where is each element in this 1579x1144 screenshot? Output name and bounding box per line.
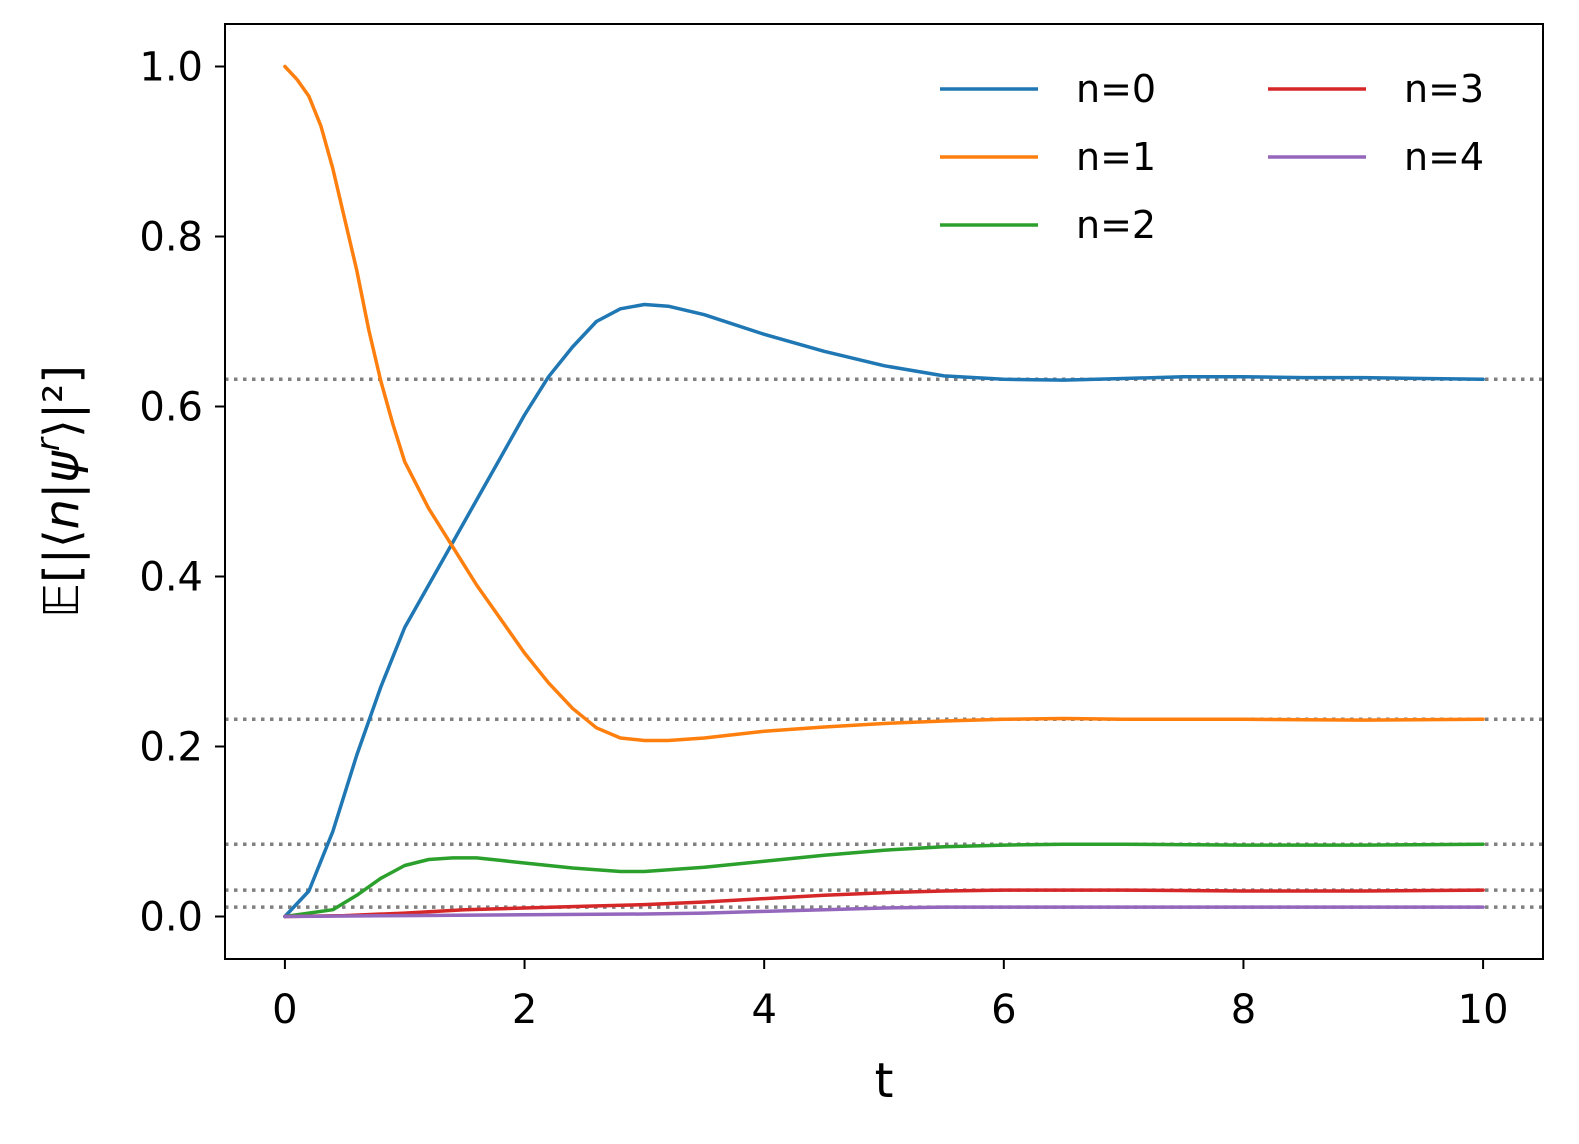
x-tick-label-5: 10 — [1458, 987, 1509, 1033]
legend-label-n=0: n=0 — [1076, 67, 1156, 111]
x-tick-label-1: 2 — [512, 987, 537, 1033]
y-axis-ticks: 0.0 0.2 0.4 0.6 0.8 1.0 — [139, 45, 225, 941]
series-lines — [283, 64, 1485, 919]
y-label-prefix: 𝔼[|⟨ — [34, 529, 90, 618]
x-axis-label: t — [875, 1053, 894, 1109]
y-axis-label: 𝔼[|⟨n|ψr⟩|²] — [29, 365, 90, 618]
legend-label-n=2: n=2 — [1076, 203, 1156, 247]
legend-label-n=4: n=4 — [1404, 135, 1484, 179]
y-tick-label-4: 0.8 — [139, 215, 203, 261]
x-tick-label-2: 4 — [751, 987, 776, 1033]
x-tick-label-0: 0 — [272, 987, 297, 1033]
series-line-n=3 — [283, 888, 1485, 919]
legend-label-n=1: n=1 — [1076, 135, 1156, 179]
plot-frame — [224, 23, 1544, 960]
x-tick-label-4: 8 — [1231, 987, 1256, 1033]
y-label-psi: ψ — [34, 450, 90, 483]
y-tick-label-2: 0.4 — [139, 555, 203, 601]
y-tick-label-3: 0.6 — [139, 385, 203, 431]
legend-label-n=3: n=3 — [1404, 67, 1484, 111]
series-line-n=2 — [283, 842, 1485, 919]
y-tick-label-5: 1.0 — [139, 45, 203, 91]
x-axis-ticks: 0 2 4 6 8 10 — [272, 959, 1509, 1033]
y-label-sup: r — [29, 436, 67, 451]
reference-lines — [225, 377, 1543, 909]
y-label-suffix: ⟩|²] — [34, 365, 90, 438]
y-tick-label-1: 0.2 — [139, 725, 203, 771]
y-label-bar: | — [34, 483, 90, 499]
series-line-n=4 — [283, 905, 1485, 919]
legend: n=0 n=1 n=2 n=3 n=4 — [940, 67, 1484, 247]
series-line-n=1 — [283, 64, 1485, 743]
y-tick-label-0: 0.0 — [139, 895, 203, 941]
series-line-n=0 — [283, 302, 1485, 919]
y-label-n: n — [34, 499, 90, 529]
x-tick-label-3: 6 — [991, 987, 1016, 1033]
